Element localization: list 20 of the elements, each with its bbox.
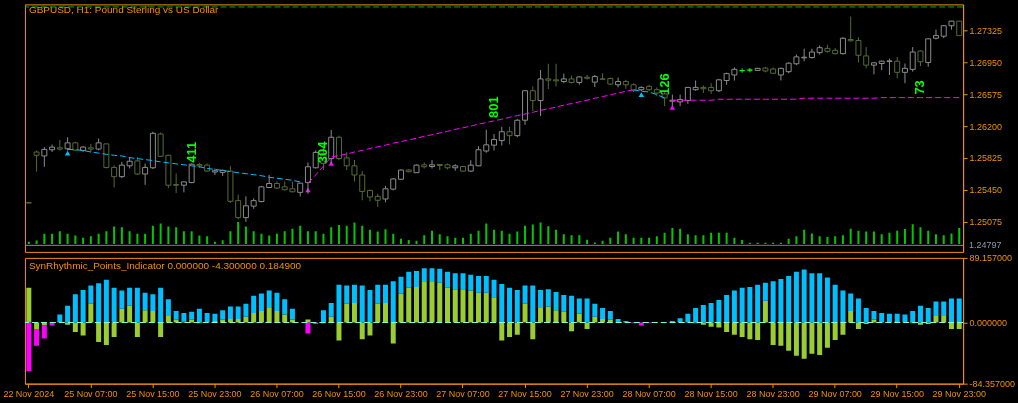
x-tick-label: 25 Nov 23:00 — [188, 389, 242, 400]
y-tick-label: 0.000000 — [969, 318, 1008, 328]
x-tick-label: 27 Nov 15:00 — [498, 389, 552, 400]
x-tick-label: 25 Nov 07:00 — [64, 389, 118, 400]
x-tick-label: 29 Nov 23:00 — [932, 389, 986, 400]
x-tick-label: 26 Nov 07:00 — [250, 389, 304, 400]
x-tick-label: 27 Nov 23:00 — [560, 389, 614, 400]
x-tick-label: 28 Nov 07:00 — [622, 389, 676, 400]
y-tick-label: 89.157000 — [969, 253, 1012, 264]
x-tick-label: 26 Nov 15:00 — [312, 389, 366, 400]
x-tick-label: 28 Nov 23:00 — [746, 389, 800, 400]
y-tick-label: -84.357000 — [969, 379, 1015, 390]
x-tick-label: 28 Nov 15:00 — [684, 389, 738, 400]
x-tick-label: 25 Nov 15:00 — [126, 389, 180, 400]
x-tick-label: 29 Nov 07:00 — [808, 389, 862, 400]
x-tick-label: 29 Nov 15:00 — [870, 389, 924, 400]
x-tick-label: 22 Nov 2024 — [3, 389, 55, 400]
x-tick-label: 26 Nov 23:00 — [374, 389, 428, 400]
x-tick-label: 27 Nov 07:00 — [436, 389, 490, 400]
chart-title: SynRhythmic_Points_Indicator 0.000000 -4.300000 0.184900 — [28, 259, 302, 271]
